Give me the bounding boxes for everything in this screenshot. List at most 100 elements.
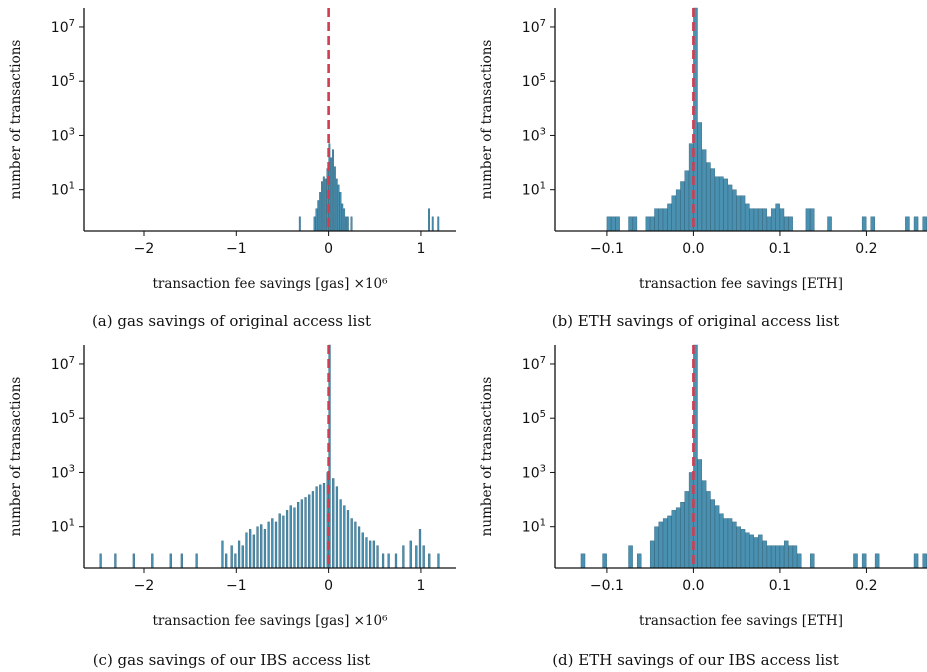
histogram-bar [297,502,300,569]
histogram-bar [658,521,664,569]
histogram-bar [810,553,815,569]
histogram-bar [339,499,342,569]
histogram-bar [234,553,237,569]
histogram-bar [913,216,919,232]
histogram-bar [304,497,307,569]
y-axis-label: number of transactions [479,377,495,537]
histogram-bar [654,526,659,569]
histogram-bar [580,553,586,569]
y-axis-label: number of transactions [8,40,24,200]
histogram-bar [792,545,798,569]
histogram-bar [256,526,259,569]
histogram-bar [758,534,763,569]
histogram-bar [300,499,303,569]
histogram-bar [714,176,720,232]
histogram-bar [805,208,811,232]
chart-panel-c: −2 −1 0 1 101 103 105 107 number of transactions… [0,337,463,672]
histogram-bar [317,200,320,232]
x-axis-multiplier: ×10⁶ [349,276,388,292]
histogram-bar [758,208,763,232]
histogram-bar [649,540,655,569]
histogram-bar [775,203,780,232]
x-tick-label: −0.1 [590,241,624,257]
histogram-bar [667,515,672,569]
histogram-bar [762,208,767,232]
histogram-bar [343,505,346,569]
histogram-bar [654,208,659,232]
histogram-bar [710,499,715,569]
histogram-bar [271,518,274,569]
histogram-bar [779,545,785,569]
x-axis-label: transaction fee savings [ETH] [639,613,843,629]
histogram-bar [675,189,681,232]
histogram-bar [237,540,241,569]
histogram-bar [606,216,612,232]
chart-caption: (c) gas savings of our IBS access list [92,651,371,669]
histogram-bar [740,195,746,232]
histogram-bar [671,195,677,232]
histogram-bar [267,521,270,569]
histogram-bar [697,459,703,569]
histogram-bar [409,540,412,569]
chart-panel-d: −0.1 0.0 0.1 0.2 101 103 105 107 number of trans… [464,337,927,672]
histogram-bar [169,553,172,569]
histogram-bar [766,216,772,232]
histogram-bar [335,486,339,569]
histogram-bar [437,216,440,232]
histogram-bar [775,545,780,569]
histogram-bar [402,545,405,569]
histogram-bar [749,208,754,232]
x-tick-label: 0.1 [769,578,791,594]
x-tick-label: 1 [416,241,425,257]
histogram-bar [322,176,325,232]
histogram-bar [671,510,677,569]
histogram-bar [766,545,772,569]
histogram-bar [636,553,642,569]
histogram-bar [346,510,350,569]
x-tick-label: 0 [324,578,333,594]
histogram-bar [723,178,728,232]
histogram-chart: −2 −1 0 1 101 103 105 107 number of transactions… [8,8,456,292]
histogram-bar [381,553,385,569]
histogram-chart: −0.1 0.0 0.1 0.2 101 103 105 107 number of trans… [479,344,927,629]
histogram-bar [788,545,793,569]
histogram-bar [762,540,767,569]
histogram-bar [615,216,620,232]
histogram-bar [293,507,296,569]
histogram-bar [311,491,315,569]
x-tick-label: 0.1 [769,241,791,257]
histogram-bar [706,162,711,232]
histogram-bar [771,208,776,232]
histogram-bar [749,534,754,569]
x-tick-label: 0.2 [855,241,877,257]
histogram-bar [357,526,361,569]
histogram-bar [719,176,724,232]
histogram-bar [727,184,733,232]
histogram-bar [723,518,728,569]
histogram-bar [285,510,289,569]
histogram-bar [697,122,703,232]
histogram-bar [684,170,690,232]
histogram-chart: −0.1 0.0 0.1 0.2 101 103 105 107 number of trans… [479,7,927,292]
histogram-bar [369,540,372,569]
histogram-bar [736,526,741,569]
histogram-bar [274,521,278,569]
x-axis-multiplier: ×10⁶ [349,613,388,629]
histogram-bar [341,203,344,232]
histogram-bar [221,540,224,569]
histogram-bar [861,553,867,569]
histogram-bar [701,149,707,232]
histogram-bar [315,208,318,232]
histogram-bar [350,216,353,232]
histogram-bar [628,216,633,232]
histogram-bar [675,507,681,569]
histogram-bar [422,545,425,569]
histogram-bar [714,505,720,569]
histogram-bar [151,553,154,569]
chart-caption: (a) gas savings of original access list [91,312,372,330]
histogram-bar [339,192,342,232]
histogram-bar [732,189,737,232]
histogram-bar [905,216,910,232]
histogram-bar [628,545,633,569]
histogram-bar [332,149,334,232]
